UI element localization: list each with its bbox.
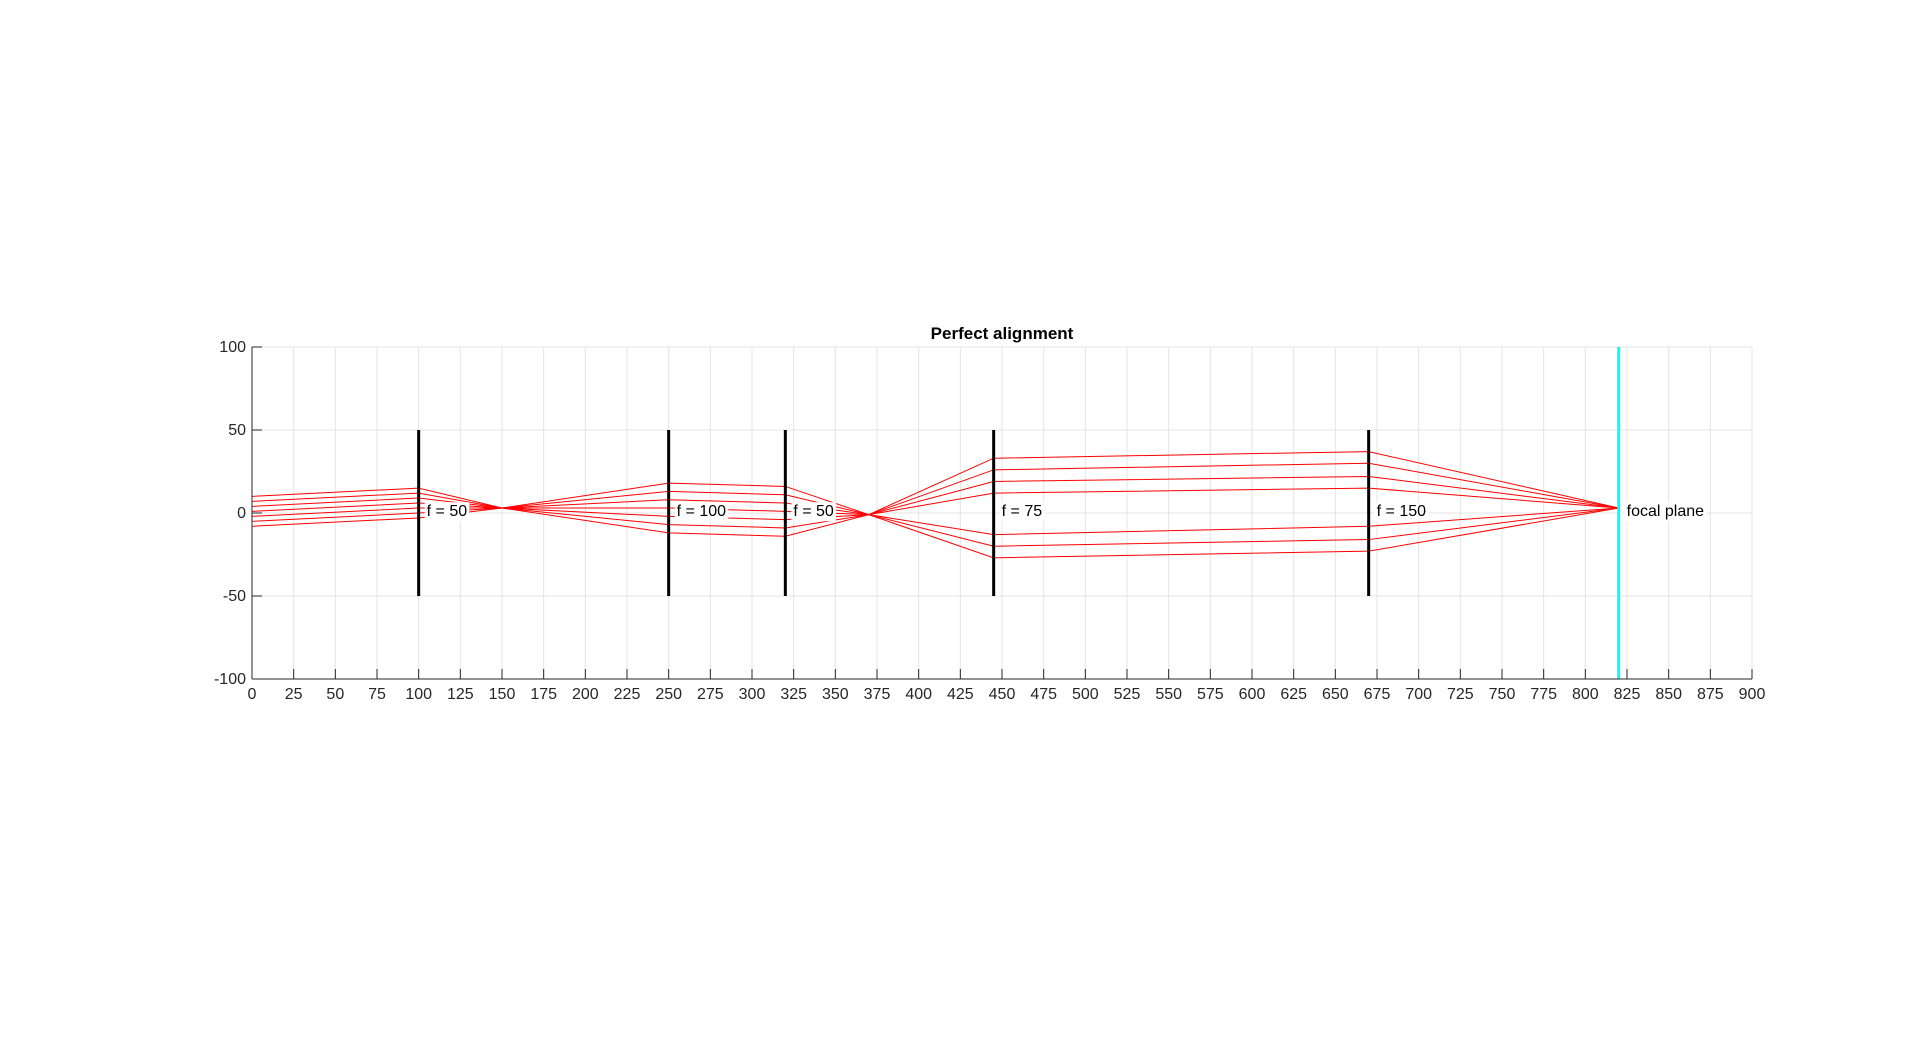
y-tick-label: 50 — [228, 422, 246, 439]
lens-label: f = 150 — [1377, 503, 1426, 520]
y-tick-label: 100 — [219, 339, 246, 356]
x-tick-label: 875 — [1697, 686, 1724, 703]
lens-label-background — [1374, 502, 1429, 522]
lens-label-background — [999, 502, 1045, 522]
x-tick-label: 650 — [1322, 686, 1349, 703]
x-tick-label: 475 — [1030, 686, 1057, 703]
y-tick-label: 0 — [237, 505, 246, 522]
lens-label: f = 50 — [793, 503, 834, 520]
x-tick-label: 25 — [285, 686, 303, 703]
x-tick-label: 700 — [1405, 686, 1432, 703]
x-tick-label: 350 — [822, 686, 849, 703]
x-tick-label: 75 — [368, 686, 386, 703]
focal-plane-label-background — [1624, 502, 1707, 522]
lens-label-background — [424, 502, 470, 522]
axes: 0 25 50 75 100 125 150 175 200 225 250 275 300 325 350… — [214, 339, 1765, 703]
x-tick-label: 300 — [739, 686, 766, 703]
x-tick-label: 625 — [1280, 686, 1307, 703]
x-tick-label: 425 — [947, 686, 974, 703]
y-tick-label: -50 — [223, 588, 246, 605]
x-tick-label: 525 — [1114, 686, 1141, 703]
lens-label: f = 100 — [677, 503, 726, 520]
lenses — [417, 347, 1621, 679]
x-tick-label: 725 — [1447, 686, 1474, 703]
grid — [251, 346, 1753, 680]
x-tick-label: 800 — [1572, 686, 1599, 703]
x-tick-label: 500 — [1072, 686, 1099, 703]
x-tick-label: 200 — [572, 686, 599, 703]
x-tick-label: 175 — [530, 686, 557, 703]
x-tick-label: 100 — [405, 686, 432, 703]
lens-label: f = 50 — [427, 503, 468, 520]
x-tick-label: 375 — [864, 686, 891, 703]
x-tick-label: 450 — [989, 686, 1016, 703]
x-tick-label: 225 — [614, 686, 641, 703]
x-tick-label: 575 — [1197, 686, 1224, 703]
x-tick-label: 125 — [447, 686, 474, 703]
x-tick-label: 600 — [1239, 686, 1266, 703]
x-tick-label: 550 — [1155, 686, 1182, 703]
x-tick-label: 0 — [248, 686, 257, 703]
lens-label: f = 75 — [1002, 503, 1043, 520]
lens-label-background — [791, 502, 836, 522]
x-tick-label: 850 — [1655, 686, 1682, 703]
x-tick-label: 825 — [1614, 686, 1641, 703]
x-tick-label: 150 — [489, 686, 516, 703]
lens-label-background — [674, 502, 729, 522]
x-tick-label: 50 — [326, 686, 344, 703]
x-tick-label: 900 — [1739, 686, 1766, 703]
y-tick-label: -100 — [214, 671, 246, 688]
lens-labels: f = 50 f = 100 f = 50 f = 75 f = 150 focal pl… — [424, 502, 1707, 522]
x-tick-label: 675 — [1364, 686, 1391, 703]
chart-title: Perfect alignment — [931, 324, 1074, 343]
x-tick-label: 250 — [655, 686, 682, 703]
x-tick-label: 775 — [1530, 686, 1557, 703]
x-tick-label: 325 — [780, 686, 807, 703]
x-tick-label: 400 — [905, 686, 932, 703]
x-tick-label: 275 — [697, 686, 724, 703]
focal-plane-label: focal plane — [1627, 503, 1704, 520]
x-tick-label: 750 — [1489, 686, 1516, 703]
